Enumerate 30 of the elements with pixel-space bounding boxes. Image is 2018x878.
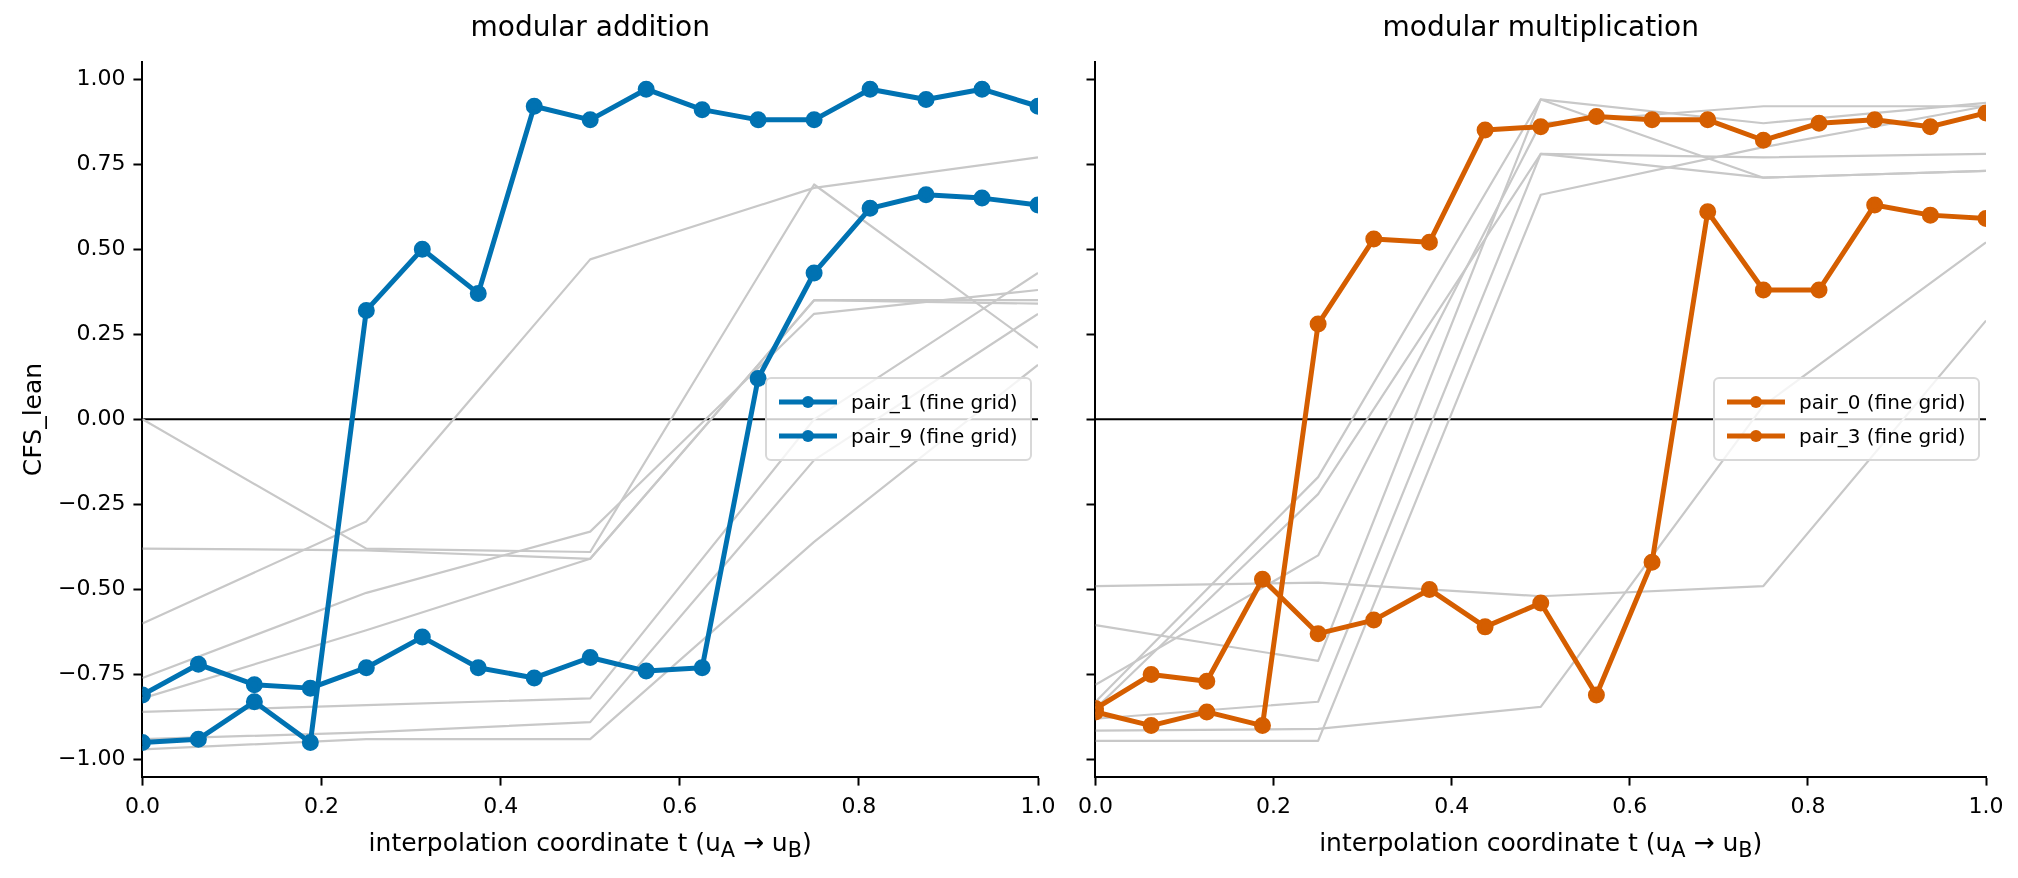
legend-label: pair_3 (fine grid) bbox=[1799, 424, 1966, 449]
chart-title: modular addition bbox=[469, 10, 711, 43]
y-tick-label: 1.00 bbox=[76, 64, 126, 90]
y-tick-label: −0.50 bbox=[58, 575, 126, 601]
y-tick-label: −0.75 bbox=[58, 660, 126, 686]
y-tick-label: −1.00 bbox=[58, 745, 126, 771]
y-tick-label: 0.00 bbox=[76, 405, 126, 431]
x-axis-title: interpolation coordinate t (u$_{A}$ → u$_{B}$) bbox=[367, 828, 813, 862]
y-tick-label: 0.25 bbox=[76, 319, 126, 345]
x-tick-label: 1.0 bbox=[1020, 792, 1056, 818]
x-axis-title: interpolation coordinate t (u$_{A}$ → u$_{B}$) bbox=[1318, 828, 1764, 862]
x-tick-label: 0.6 bbox=[662, 792, 698, 818]
y-tick-label: 0.50 bbox=[76, 234, 126, 260]
x-tick-label: 0.4 bbox=[483, 792, 519, 818]
x-tick-label: 0.0 bbox=[124, 792, 160, 818]
x-tick-label: 0.8 bbox=[1790, 792, 1826, 818]
chart-title: modular multiplication bbox=[1381, 10, 1700, 43]
legend-label: pair_0 (fine grid) bbox=[1799, 390, 1966, 415]
legend-label: pair_9 (fine grid) bbox=[851, 424, 1018, 449]
x-tick-label: 0.4 bbox=[1434, 792, 1470, 818]
x-tick-label: 0.0 bbox=[1077, 792, 1113, 818]
x-tick-label: 0.8 bbox=[841, 792, 877, 818]
y-axis-title: CFS_lean bbox=[18, 362, 48, 476]
y-tick-label: 0.75 bbox=[76, 149, 126, 175]
legend-label: pair_1 (fine grid) bbox=[851, 390, 1018, 415]
x-tick-label: 0.2 bbox=[1256, 792, 1292, 818]
x-tick-label: 1.0 bbox=[1968, 792, 2004, 818]
x-tick-label: 0.2 bbox=[304, 792, 340, 818]
x-tick-label: 0.6 bbox=[1612, 792, 1648, 818]
y-tick-label: −0.25 bbox=[58, 490, 126, 516]
